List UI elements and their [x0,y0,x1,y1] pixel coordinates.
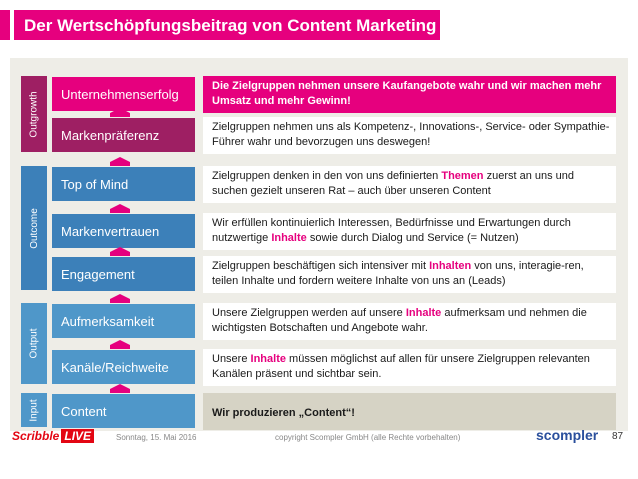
scompler-logo: scompler [536,427,599,443]
level-box: Kanäle/Reichweite [52,350,195,384]
description-text: aufmerksam und nehmen die wichtigsten Bo… [212,307,587,334]
level-description: Wir erfüllen kontinuierlich Interessen, … [203,213,616,250]
description-text: müssen möglichst auf allen für unsere Zi… [212,353,590,380]
level-box: Top of Mind [52,167,195,201]
up-arrow-icon [110,294,130,303]
description-text: Wir produzieren „Content“! [212,406,355,419]
level-box: Markenvertrauen [52,214,195,248]
group-label-output: Output [21,303,47,384]
page-title: Der Wertschöpfungsbeitrag von Content Ma… [24,16,437,35]
description-text: Unsere [212,353,251,365]
description-text: von uns, interagie-ren, teilen Inhalte u… [212,260,584,287]
group-label-input: Input [21,393,47,427]
highlight-term: Inhalte [405,307,442,319]
title-bar: Der Wertschöpfungsbeitrag von Content Ma… [0,10,440,40]
description-text: zuerst an uns und suchen gezielt unseren… [212,170,575,197]
title-stripe [10,10,14,40]
footer-copyright: copyright Scompler GmbH (alle Rechte vor… [275,433,461,442]
group-label-outcome: Outcome [21,166,47,290]
level-box: Engagement [52,257,195,291]
scribble-live-logo: Scribble LIVE [12,429,95,443]
level-description: Zielgruppen nehmen uns als Kompetenz-, I… [203,117,616,154]
level-box: Unternehmenserfolg [52,77,195,111]
up-arrow-icon [110,247,130,256]
up-arrow-icon [110,157,130,166]
highlight-term: Themen [441,170,484,182]
up-arrow-icon [110,204,130,213]
level-box: Aufmerksamkeit [52,304,195,338]
up-arrow-icon [110,108,130,117]
up-arrow-icon [110,340,130,349]
description-text: Unsere Zielgruppen werden auf unsere [212,307,406,319]
level-box: Content [52,394,195,428]
highlight-term: Inhalte [250,353,286,365]
highlight-term: Inhalte [271,232,307,244]
footer-date: Sonntag, 15. Mai 2016 [116,433,197,442]
level-description: Die Zielgruppen nehmen unsere Kaufangebo… [203,76,616,113]
description-text: sowie durch Dialog und Service (= Nutzen… [306,232,519,244]
description-text: Zielgruppen denken in den von uns defini… [212,170,442,182]
highlight-term: Inhalten [429,260,472,272]
description-text: Zielgruppen nehmen uns als Kompetenz-, I… [212,121,610,148]
level-description: Zielgruppen denken in den von uns defini… [203,166,616,203]
page-number: 87 [612,431,624,442]
group-label-outgrowth: Outgrowth [21,76,47,152]
level-description: Unsere Inhalte müssen möglichst auf alle… [203,349,616,386]
description-text: Wir erfüllen kontinuierlich Interessen, … [212,217,571,244]
description-text: Die Zielgruppen nehmen unsere Kaufangebo… [212,80,602,107]
level-description: Unsere Zielgruppen werden auf unsere Inh… [203,303,616,340]
level-description: Zielgruppen beschäftigen sich intensiver… [203,256,616,293]
description-text: Zielgruppen beschäftigen sich intensiver… [212,260,430,272]
level-box: Markenpräferenz [52,118,195,152]
up-arrow-icon [110,384,130,393]
level-description: Wir produzieren „Content“! [203,393,616,430]
